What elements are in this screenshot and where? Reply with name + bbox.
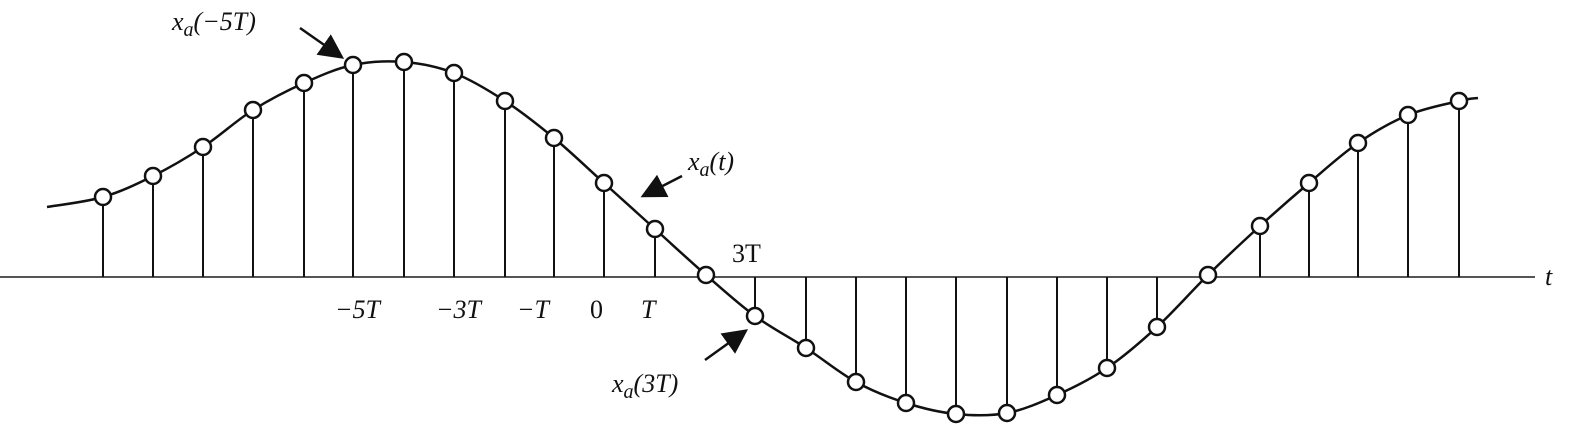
sample-dot [696,265,716,285]
samples [102,62,1460,414]
tick-label: −T [517,295,551,324]
argument: (−5T) [194,7,256,36]
sample-dot [1047,385,1067,405]
var: x [171,7,184,36]
sample-dot [193,137,213,157]
sample-dot [594,173,614,193]
axis-name: t [1545,262,1553,291]
sample-dot [243,100,263,120]
annotation: xa(−5T) [171,7,256,41]
sample-dot [143,166,163,186]
sample-dot [1097,358,1117,378]
sample-dot [343,55,363,75]
sample-dot [745,306,765,326]
annotation: xa(t) [687,147,734,181]
sample-dot [1299,173,1319,193]
sample-dot [394,52,414,72]
arrow [704,329,749,362]
var: x [611,369,624,398]
arrow [299,26,345,59]
sample-dot [294,73,314,93]
sample-dot [1348,133,1368,153]
subscript: a [700,159,710,181]
sample-dot [1198,265,1218,285]
tick-label: −5T [335,295,382,324]
tick-label: 3T [732,239,761,268]
annotation: xa(3T) [611,369,678,403]
sample-dot [1147,317,1167,337]
sample-dot [645,219,665,239]
sample-dot [495,91,515,111]
var: x [687,147,700,176]
argument: (t) [710,147,735,176]
sample-dot [1449,91,1469,111]
arrow [640,174,683,198]
sample-dot [444,63,464,83]
sample-dot [544,128,564,148]
signal-curve [46,60,1479,417]
sample-dot [946,404,966,424]
tick-text: 3T [732,239,761,268]
sample-dot [1250,216,1270,236]
sample-dot [896,393,916,413]
tick-label: T [641,295,657,324]
sample-dot [846,372,866,392]
tick-label: −3T [436,295,483,324]
subscript: a [624,381,634,403]
tick-label: 0 [590,295,603,324]
sample-dot [1398,105,1418,125]
sample-dot [997,403,1017,423]
subscript: a [184,19,194,41]
argument: (3T) [634,369,679,398]
sample-dot [93,187,113,207]
sample-dots [93,52,1469,424]
sample-dot [796,338,816,358]
